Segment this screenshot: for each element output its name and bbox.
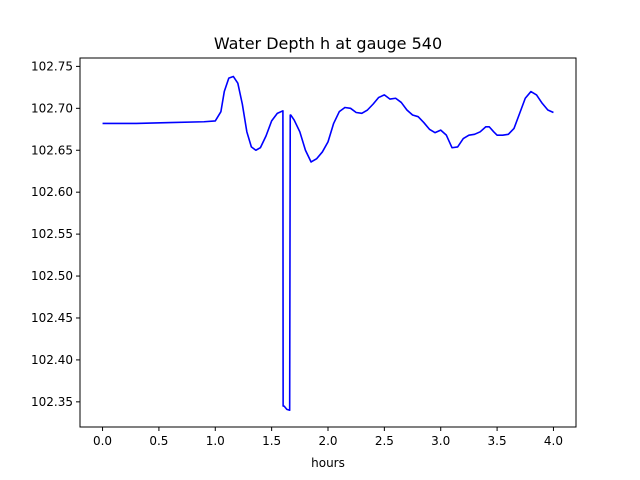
y-axis-ticks: 102.35 102.40 102.45 102.50 102.55 102.60 102.… (31, 59, 80, 409)
x-axis-label: hours (311, 456, 345, 470)
plot-area: 0.0 0.5 1.0 1.5 2.0 2.5 3.0 3.5 4.0 102.35 102.40… (31, 57, 577, 448)
y-tick-label: 102.75 (31, 59, 73, 73)
x-tick-label: 1.5 (262, 434, 281, 448)
plot-background (80, 58, 576, 427)
chart-title: Water Depth h at gauge 540 (214, 34, 442, 53)
x-tick-label: 3.5 (488, 434, 507, 448)
x-axis-ticks: 0.0 0.5 1.0 1.5 2.0 2.5 3.0 3.5 4.0 (93, 427, 563, 448)
x-tick-label: 3.0 (431, 434, 450, 448)
x-tick-label: 1.0 (206, 434, 225, 448)
x-tick-label: 0.5 (149, 434, 168, 448)
y-tick-label: 102.60 (31, 185, 73, 199)
y-tick-label: 102.55 (31, 227, 73, 241)
series-layer (102, 75, 554, 412)
y-tick-label: 102.65 (31, 143, 73, 157)
series-line (102, 75, 554, 412)
x-tick-label: 2.5 (375, 434, 394, 448)
y-tick-label: 102.35 (31, 395, 73, 409)
y-tick-label: 102.50 (31, 269, 73, 283)
x-tick-label: 2.0 (318, 434, 337, 448)
x-tick-label: 0.0 (93, 434, 112, 448)
y-tick-label: 102.45 (31, 311, 73, 325)
y-tick-label: 102.70 (31, 101, 73, 115)
plot-frame (79, 57, 577, 428)
y-tick-label: 102.40 (31, 353, 73, 367)
x-tick-label: 4.0 (544, 434, 563, 448)
